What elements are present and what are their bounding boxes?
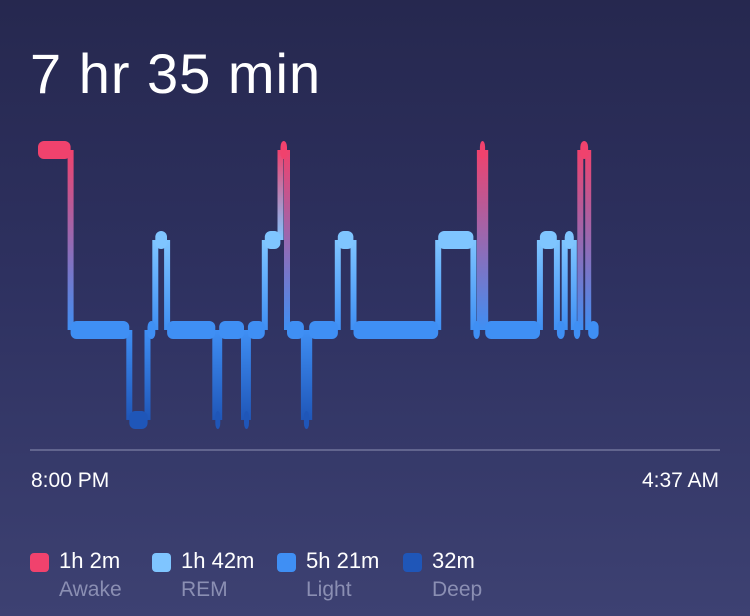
stage-segment-light (588, 321, 599, 339)
stage-transition (561, 240, 568, 330)
stage-segment-awake (580, 141, 589, 159)
stage-segment-light (473, 321, 480, 339)
total-sleep-duration: 7 hr 35 min (30, 42, 322, 105)
awake-swatch (30, 553, 49, 572)
stage-segments (38, 141, 599, 429)
stage-transition (164, 240, 171, 330)
deep-duration: 32m (432, 548, 475, 573)
awake-label: Awake (59, 578, 122, 601)
stage-segment-light (353, 321, 439, 339)
rem-duration: 1h 42m (181, 548, 255, 573)
stage-segment-deep (129, 411, 148, 429)
x-axis-start-label: 8:00 PM (31, 469, 110, 492)
stage-transition (241, 330, 247, 420)
stage-segment-awake (479, 141, 486, 159)
stage-segment-rem (539, 231, 557, 249)
stage-segment-light (247, 321, 265, 339)
light-swatch (277, 553, 296, 572)
stage-transition (476, 150, 483, 330)
stage-segment-rem (264, 231, 281, 249)
stage-transition (126, 330, 133, 420)
stage-segment-light (573, 321, 581, 339)
stage-transition (284, 150, 290, 330)
deep-swatch (403, 553, 422, 572)
stage-segment-deep (244, 411, 249, 429)
stage-transition (212, 330, 219, 420)
stage-transition (482, 150, 489, 330)
stage-transition (553, 240, 560, 330)
stage-segment-light (309, 321, 338, 339)
stage-segment-awake (280, 141, 287, 159)
stage-transition (152, 240, 159, 330)
stage-transition (277, 150, 284, 240)
stage-transition (216, 330, 223, 420)
stage-transition (67, 150, 74, 330)
stage-segment-deep (215, 411, 221, 429)
stage-transition (536, 240, 543, 330)
light-label: Light (306, 578, 352, 601)
stage-segment-awake (38, 141, 71, 159)
stage-transition (144, 330, 151, 420)
stage-transition (244, 330, 251, 420)
stage-transition (570, 240, 577, 330)
stage-transition (300, 330, 307, 420)
deep-label: Deep (432, 578, 483, 601)
stage-segment-rem (438, 231, 474, 249)
awake-duration: 1h 2m (59, 548, 121, 573)
stage-transition (350, 240, 357, 330)
rem-swatch (152, 553, 171, 572)
stage-transition (435, 240, 442, 330)
stage-segment-light (70, 321, 130, 339)
stage-transition (306, 330, 313, 420)
stage-segment-light (167, 321, 216, 339)
stage-transition (470, 240, 477, 330)
stage-segment-light (219, 321, 244, 339)
light-duration: 5h 21m (306, 548, 380, 573)
stage-legend: 1h 2m Awake 1h 42m REM 5h 21m Light 32m … (30, 547, 750, 607)
stage-segment-rem (337, 231, 354, 249)
stage-segment-light (485, 321, 540, 339)
stage-segment-rem (155, 231, 167, 249)
stage-transition (334, 240, 341, 330)
stage-transition (261, 240, 268, 330)
stage-segment-light (147, 321, 156, 339)
stage-segment-light (287, 321, 304, 339)
stage-transition (577, 150, 584, 330)
stage-segment-rem (564, 231, 574, 249)
rem-label: REM (181, 578, 228, 601)
stage-transition (585, 150, 592, 330)
stage-segment-light (556, 321, 565, 339)
x-axis-end-label: 4:37 AM (641, 469, 719, 492)
stage-segment-deep (303, 411, 310, 429)
